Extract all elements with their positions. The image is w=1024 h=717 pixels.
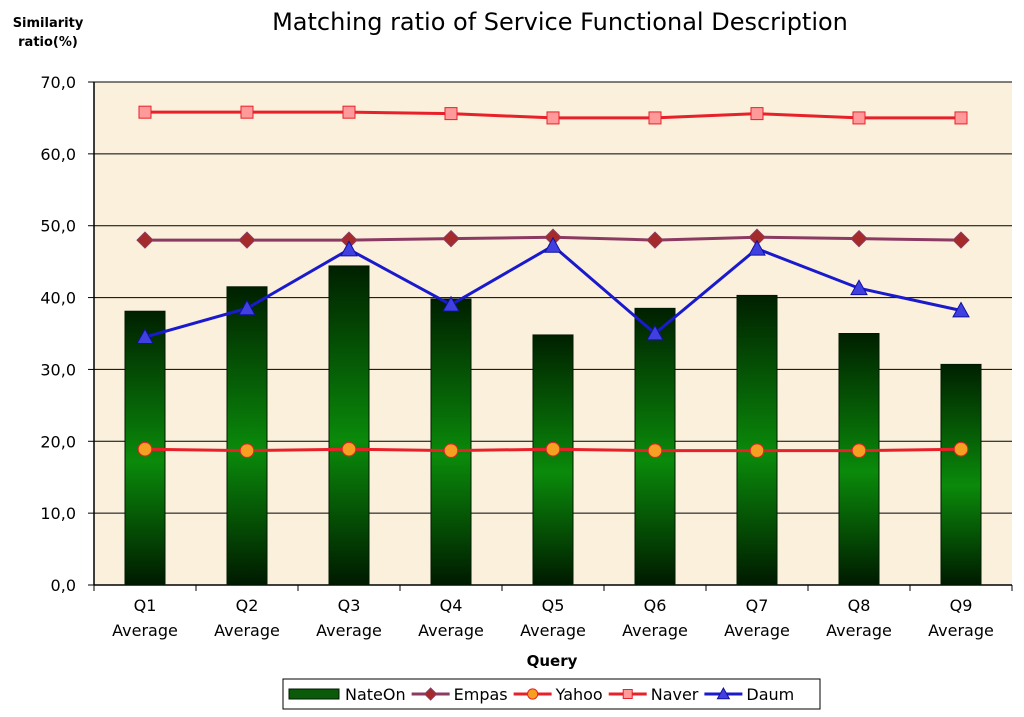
point-yahoo xyxy=(851,443,867,458)
legend-label: Naver xyxy=(651,685,699,704)
point-empas xyxy=(952,231,970,249)
y-tick-label: 60,0 xyxy=(40,145,76,164)
y-tick-label: 50,0 xyxy=(40,217,76,236)
point-naver xyxy=(444,107,458,121)
series-naver xyxy=(138,105,968,125)
point-empas xyxy=(136,231,154,249)
bar-nateon xyxy=(430,298,472,586)
y-axis-label-line1: Similarity xyxy=(13,16,84,31)
x-tick-label: Q5 xyxy=(542,596,565,615)
point-naver xyxy=(138,105,152,119)
legend-item-naver: Naver xyxy=(608,685,699,704)
x-tick-label: Average xyxy=(826,621,892,640)
line-series xyxy=(136,105,970,458)
point-naver xyxy=(342,105,356,119)
x-tick-labels: Q1 Average Q2 Average Q3 Average Q4 Average Q5 Av… xyxy=(112,596,994,640)
x-tick-label: Q3 xyxy=(338,596,361,615)
point-naver xyxy=(954,111,968,125)
point-daum xyxy=(442,295,460,312)
bar-nateon xyxy=(838,333,880,586)
legend-label: NateOn xyxy=(345,685,406,704)
y-tick-labels: 0,0 10,0 20,0 30,0 40,0 50,0 60,0 70,0 xyxy=(40,73,76,595)
y-axis-label-line2: ratio(%) xyxy=(18,35,78,50)
point-naver xyxy=(240,105,254,119)
legend-label: Empas xyxy=(454,685,508,704)
x-tick-label: Q1 xyxy=(134,596,157,615)
legend-label: Yahoo xyxy=(555,685,603,704)
x-tick-label: Average xyxy=(520,621,586,640)
point-yahoo xyxy=(749,443,765,458)
x-tick-label: Q7 xyxy=(746,596,769,615)
point-daum xyxy=(340,240,358,257)
x-tick-label: Average xyxy=(316,621,382,640)
legend-marker xyxy=(716,686,731,700)
x-tick-label: Average xyxy=(622,621,688,640)
bar-nateon xyxy=(736,294,778,586)
point-naver xyxy=(852,111,866,125)
legend-swatch xyxy=(288,688,340,700)
point-empas xyxy=(850,229,868,248)
point-empas xyxy=(646,231,664,249)
point-yahoo xyxy=(239,443,255,458)
legend-marker xyxy=(527,688,539,700)
legend-item-yahoo: Yahoo xyxy=(513,685,603,704)
x-tick-label: Average xyxy=(928,621,994,640)
x-tick-label: Q4 xyxy=(440,596,463,615)
x-tick-label: Q8 xyxy=(848,596,871,615)
legend: NateOn Empas Yahoo Naver Daum xyxy=(282,678,821,710)
legend-item-nateon: NateOn xyxy=(288,685,406,704)
x-tick-label: Average xyxy=(724,621,790,640)
point-daum xyxy=(136,328,154,344)
x-tick-label: Average xyxy=(418,621,484,640)
point-naver xyxy=(648,111,662,125)
y-tick-label: 70,0 xyxy=(40,73,76,92)
point-daum xyxy=(952,301,970,318)
point-daum xyxy=(238,299,256,316)
legend-marker xyxy=(423,687,438,701)
legend-marker xyxy=(622,689,633,699)
x-axis-label: Query xyxy=(527,652,578,670)
point-yahoo xyxy=(443,443,459,458)
x-tick-label: Average xyxy=(112,621,178,640)
y-tick-label: 10,0 xyxy=(40,504,76,523)
legend-item-daum: Daum xyxy=(704,685,794,704)
bar-nateon xyxy=(532,334,574,586)
point-daum xyxy=(646,324,664,341)
x-tick-label: Q6 xyxy=(644,596,667,615)
point-yahoo xyxy=(647,443,663,458)
y-tick-label: 40,0 xyxy=(40,289,76,308)
point-yahoo xyxy=(953,441,969,457)
point-yahoo xyxy=(341,441,357,457)
x-tick-label: Q9 xyxy=(950,596,973,615)
series-daum xyxy=(136,236,970,344)
point-daum xyxy=(850,279,868,296)
point-daum xyxy=(748,239,766,256)
legend-label: Daum xyxy=(746,685,794,704)
y-tick-label: 20,0 xyxy=(40,432,76,451)
bar-nateon xyxy=(940,363,982,586)
y-tick-label: 30,0 xyxy=(40,360,76,379)
x-tick-label: Average xyxy=(214,621,280,640)
point-daum xyxy=(544,236,562,253)
series-yahoo xyxy=(137,441,969,458)
series-empas xyxy=(136,228,970,249)
point-empas xyxy=(442,229,460,248)
bar-nateon xyxy=(328,265,370,586)
point-yahoo xyxy=(545,441,561,457)
point-empas xyxy=(238,231,256,249)
point-naver xyxy=(750,107,764,121)
point-yahoo xyxy=(137,441,153,457)
chart-title: Matching ratio of Service Functional Des… xyxy=(272,8,848,36)
point-naver xyxy=(546,111,560,125)
legend-item-empas: Empas xyxy=(411,685,508,704)
x-tick-label: Q2 xyxy=(236,596,259,615)
bar-nateon xyxy=(226,286,268,586)
y-tick-label: 0,0 xyxy=(51,576,76,595)
